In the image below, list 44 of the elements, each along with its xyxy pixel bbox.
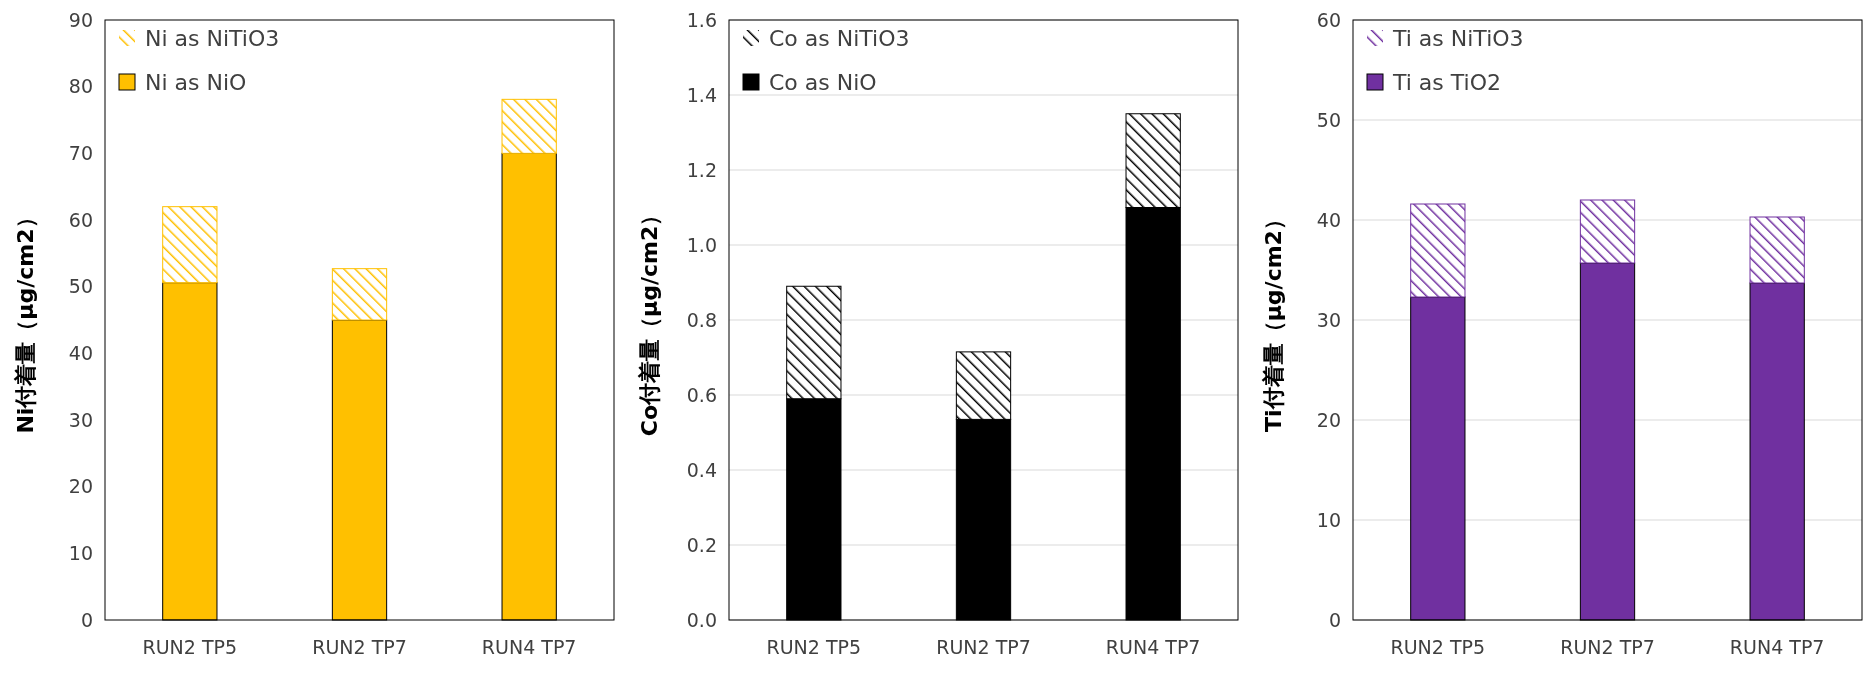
y-axis-title: Ti付着量（μg/cm2） xyxy=(1261,208,1286,432)
legend-label: Co as NiTiO3 xyxy=(769,25,910,51)
y-tick-label: 50 xyxy=(1316,108,1341,131)
y-tick-label: 10 xyxy=(1316,508,1341,531)
y-tick-label: 30 xyxy=(1316,308,1341,331)
legend-label: Ti as NiTiO3 xyxy=(1392,25,1524,51)
y-tick-label: 1.2 xyxy=(686,158,717,181)
y-tick-label: 40 xyxy=(68,341,93,364)
y-tick-label: 50 xyxy=(68,275,93,298)
y-tick-label: 40 xyxy=(1316,208,1341,231)
legend-label: Ni as NiO xyxy=(145,69,247,95)
x-tick-label: RUN4 TP7 xyxy=(1105,636,1201,658)
y-tick-label: 60 xyxy=(1316,8,1341,31)
y-tick-label: 80 xyxy=(68,75,93,98)
x-tick-label: RUN2 TP7 xyxy=(936,636,1031,658)
y-tick-label: 90 xyxy=(68,8,93,31)
y-tick-label: 0.2 xyxy=(686,533,717,556)
x-tick-label: RUN4 TP7 xyxy=(1729,636,1825,658)
y-tick-label: 70 xyxy=(68,141,93,164)
x-tick-label: RUN4 TP7 xyxy=(481,636,577,658)
y-tick-label: 1.6 xyxy=(686,8,717,31)
x-tick-label: RUN2 TP5 xyxy=(766,636,862,658)
y-tick-label: 0 xyxy=(1328,608,1341,631)
y-tick-label: 20 xyxy=(1316,408,1341,431)
y-axis-title: Co付着量（μg/cm2） xyxy=(637,203,662,437)
x-tick-label: RUN2 TP7 xyxy=(312,636,407,658)
y-tick-label: 10 xyxy=(68,541,93,564)
legend-label: Ti as TiO2 xyxy=(1392,69,1501,95)
y-axis-title: Ni付着量（μg/cm2） xyxy=(13,206,38,434)
x-tick-label: RUN2 TP5 xyxy=(1390,636,1486,658)
legend-label: Ni as NiTiO3 xyxy=(145,25,280,51)
x-tick-label: RUN2 TP5 xyxy=(142,636,238,658)
y-tick-label: 0 xyxy=(80,608,93,631)
y-tick-label: 0.4 xyxy=(686,458,717,481)
y-tick-label: 60 xyxy=(68,208,93,231)
y-tick-label: 20 xyxy=(68,475,93,498)
y-tick-label: 30 xyxy=(68,408,93,431)
y-tick-label: 0.8 xyxy=(686,308,717,331)
y-tick-label: 1.4 xyxy=(686,83,717,106)
legend-label: Co as NiO xyxy=(769,69,877,95)
y-tick-label: 0.6 xyxy=(686,383,717,406)
y-tick-label: 1.0 xyxy=(686,233,717,256)
x-tick-label: RUN2 TP7 xyxy=(1560,636,1655,658)
y-tick-label: 0.0 xyxy=(686,608,717,631)
